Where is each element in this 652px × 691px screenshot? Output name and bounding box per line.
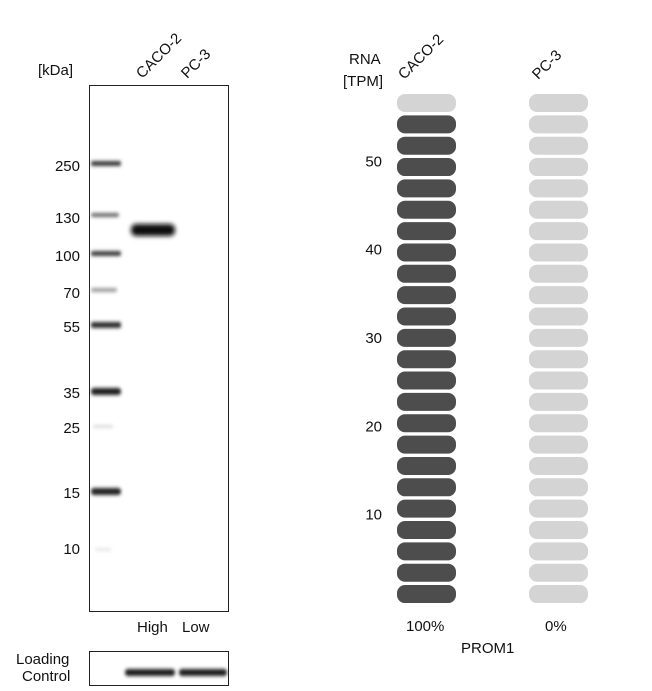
ladder-band-55	[91, 322, 121, 328]
mw-marker-100: 100	[54, 248, 80, 265]
mw-marker-70: 70	[63, 285, 80, 302]
ladder-band-25	[93, 425, 113, 428]
loading-control-label-line1: Loading	[16, 651, 70, 668]
western-blot-image	[89, 85, 229, 612]
rna-bar-segment-caco2-4	[397, 521, 456, 539]
loading-control-svg	[89, 651, 229, 686]
rna-bar-segment-caco2-21	[397, 158, 456, 177]
rna-bar-segment-pc3-14	[529, 307, 588, 326]
rna-bar-segment-pc3-17	[529, 243, 588, 262]
rna-bar-segment-pc3-13	[529, 328, 588, 347]
percent-label-pc3: 0%	[545, 618, 567, 635]
caco2-band	[131, 224, 175, 236]
rna-ytick-10: 10	[365, 507, 382, 524]
rna-bar-segment-caco2-6	[397, 478, 456, 497]
rna-bar-segment-pc3-5	[529, 499, 588, 518]
loading-control-frame	[89, 651, 229, 686]
rna-bar-segment-pc3-22	[529, 136, 588, 155]
ladder-band-130	[91, 213, 119, 217]
rna-bar-segment-caco2-20	[397, 179, 456, 198]
ladder-band-35	[91, 388, 121, 395]
rna-bar-segment-caco2-23	[397, 115, 456, 134]
loading-control-bands	[125, 669, 227, 676]
rna-bar-segment-caco2-3	[397, 542, 456, 561]
rna-bar-segment-pc3-21	[529, 158, 588, 177]
rna-bar-segment-caco2-24	[397, 94, 456, 112]
rna-bar-segment-caco2-2	[397, 563, 456, 582]
mw-marker-15: 15	[63, 485, 80, 502]
blot-frame	[89, 85, 229, 612]
rna-category-label-pc3: PC-3	[528, 46, 566, 83]
rna-bar-segment-pc3-11	[529, 371, 588, 390]
rna-bar-segment-caco2-7	[397, 456, 456, 475]
rna-axis-label-line1: RNA	[349, 51, 381, 68]
rna-bar-segment-caco2-9	[397, 414, 456, 433]
rna-bar-segment-caco2-17	[397, 243, 456, 262]
rna-bar-segment-pc3-20	[529, 179, 588, 198]
rna-ytick-40: 40	[365, 242, 382, 259]
ladder-band-15	[91, 488, 121, 495]
rna-bar-segment-pc3-24	[529, 94, 588, 112]
loading-control-image	[89, 651, 229, 686]
loading-band-pc3	[179, 669, 227, 676]
rna-bar-segment-caco2-11	[397, 371, 456, 390]
expression-label-low: Low	[182, 619, 210, 636]
rna-bar-segment-pc3-6	[529, 478, 588, 497]
rna-bar-segment-pc3-9	[529, 414, 588, 433]
rna-bar-segment-pc3-16	[529, 264, 588, 283]
rna-bar-segment-pc3-1	[529, 585, 588, 604]
rna-bar-segment-caco2-13	[397, 328, 456, 347]
ladder-band-70	[91, 288, 117, 292]
mw-marker-35: 35	[63, 385, 80, 402]
rna-bar-segment-pc3-19	[529, 200, 588, 219]
gene-name-label: PROM1	[461, 640, 515, 657]
rna-bar-segment-caco2-8	[397, 435, 456, 454]
western-blot-svg	[89, 85, 229, 612]
loading-control-label-line2: Control	[22, 668, 71, 685]
mw-marker-25: 25	[63, 420, 80, 437]
rna-bar-chart: 10 20 30 40 50	[365, 94, 588, 604]
rna-bar-segment-pc3-4	[529, 521, 588, 539]
mw-marker-55: 55	[63, 319, 80, 336]
rna-ytick-30: 30	[365, 330, 382, 347]
ladder-band-250	[91, 161, 121, 166]
ladder-bands	[91, 161, 121, 551]
rna-bar-segment-caco2-22	[397, 136, 456, 155]
rna-bar-segment-caco2-10	[397, 392, 456, 411]
mw-marker-130: 130	[54, 210, 80, 227]
rna-category-label-caco2: CACO-2	[394, 30, 448, 83]
rna-bar-segment-caco2-19	[397, 200, 456, 219]
rna-bar-segment-pc3-18	[529, 222, 588, 241]
loading-band-caco2	[125, 669, 175, 676]
rna-bar-segment-pc3-3	[529, 542, 588, 561]
mw-marker-250: 250	[54, 158, 80, 175]
rna-bar-segment-caco2-12	[397, 350, 456, 369]
rna-bar-segment-caco2-5	[397, 499, 456, 518]
percent-label-caco2: 100%	[406, 618, 445, 635]
rna-bar-segment-pc3-2	[529, 563, 588, 582]
rna-ytick-50: 50	[365, 153, 382, 170]
rna-bar-segment-caco2-15	[397, 286, 456, 305]
expression-label-high: High	[137, 619, 168, 636]
rna-bar-segment-caco2-16	[397, 264, 456, 283]
rna-bar-segment-pc3-10	[529, 392, 588, 411]
rna-bar-segment-pc3-15	[529, 286, 588, 305]
rna-axis-label-line2: [TPM]	[343, 73, 383, 90]
mw-marker-10: 10	[63, 541, 80, 558]
rna-bar-segment-pc3-23	[529, 115, 588, 134]
rna-bar-segment-pc3-8	[529, 435, 588, 454]
rna-bar-segment-pc3-12	[529, 350, 588, 369]
ladder-band-10	[95, 548, 111, 551]
blot-lane-label-caco2: CACO-2	[132, 29, 186, 82]
rna-ytick-20: 20	[365, 418, 382, 435]
rna-bar-segment-caco2-18	[397, 222, 456, 241]
rna-bar-segment-caco2-14	[397, 307, 456, 326]
ladder-band-100	[91, 251, 121, 256]
rna-bar-segment-caco2-1	[397, 585, 456, 604]
kda-unit-label: [kDa]	[38, 62, 74, 79]
rna-bar-segment-pc3-7	[529, 456, 588, 475]
blot-lane-label-pc3: PC-3	[177, 45, 215, 82]
